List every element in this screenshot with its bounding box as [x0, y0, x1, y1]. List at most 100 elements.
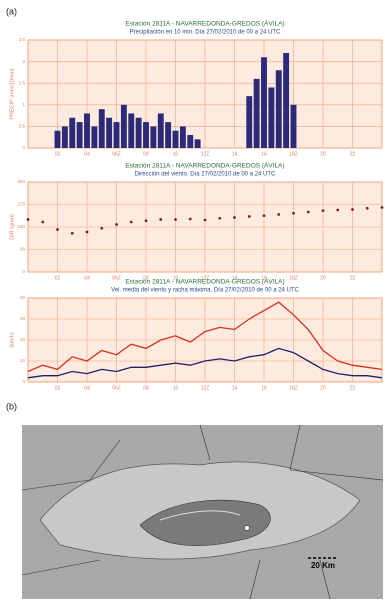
x-tick-label: 20 [320, 151, 326, 157]
x-tick-label: 12Z [201, 385, 210, 391]
x-tick-label: 22 [350, 275, 356, 281]
y-axis-label: PRECIP (mm/10min) [9, 68, 15, 119]
point [263, 214, 266, 217]
panel-label: (a) [6, 6, 17, 16]
bar [254, 79, 260, 148]
point [292, 212, 295, 215]
y-tick-label: 2.5 [19, 37, 26, 42]
bar [195, 139, 201, 148]
y-tick-label: 0 [22, 269, 25, 274]
bar [291, 105, 297, 148]
x-tick-label: 22 [350, 385, 356, 391]
bar [165, 122, 171, 148]
point [130, 221, 133, 224]
chart-subtitle: Precipitación en 10 min. Día 27/02/2010 … [130, 30, 281, 36]
y-tick-label: 270 [17, 202, 25, 207]
x-tick-label: 22 [350, 151, 356, 157]
point [277, 213, 280, 216]
bar [150, 126, 156, 148]
bar [180, 126, 186, 148]
scale-label: 20 Km [311, 561, 335, 570]
x-tick-label: 18Z [289, 275, 298, 281]
point [366, 207, 369, 210]
x-tick-label: 10 [173, 151, 179, 157]
bar [261, 57, 267, 148]
point [322, 209, 325, 212]
x-tick-label: 12Z [201, 151, 210, 157]
y-tick-label: 90 [20, 247, 26, 252]
bar [187, 135, 193, 148]
panel-label: (b) [6, 401, 17, 411]
x-tick-label: 08 [143, 151, 149, 157]
point [71, 232, 74, 235]
map: 20 Km [22, 425, 383, 599]
y-tick-label: 1 [22, 102, 25, 107]
page: (a) (b) 20 Km Estación 2811A - NAVARREDO… [0, 0, 385, 601]
y-tick-label: 360 [17, 179, 25, 184]
x-tick-label: 20 [320, 275, 326, 281]
y-tick-label: 0.5 [19, 124, 26, 129]
x-tick-label: 06Z [112, 385, 121, 391]
bar [128, 113, 134, 148]
point [100, 227, 103, 230]
y-tick-label: 180 [17, 224, 25, 229]
chart-subtitle: Dirección del viento. Día 27/02/2010 de … [135, 172, 276, 178]
point [351, 208, 354, 211]
point [381, 206, 384, 209]
point [159, 218, 162, 221]
y-tick-label: 10 [20, 358, 26, 363]
x-tick-label: 02 [55, 151, 61, 157]
y-tick-label: 0 [22, 379, 25, 384]
bar [114, 122, 120, 148]
x-tick-label: 14 [232, 151, 238, 157]
station-marker [245, 526, 250, 531]
point [115, 223, 118, 226]
x-tick-label: 04 [84, 275, 90, 281]
x-tick-label: 16 [261, 385, 267, 391]
x-tick-label: 02 [55, 385, 61, 391]
bar [55, 131, 61, 148]
point [56, 228, 59, 231]
point [189, 218, 192, 221]
bar [283, 53, 289, 148]
x-tick-label: 10 [173, 385, 179, 391]
y-tick-label: 1.5 [19, 80, 26, 85]
bar [173, 131, 179, 148]
bar [62, 126, 68, 148]
point [218, 217, 221, 220]
figure: (a) (b) 20 Km Estación 2811A - NAVARREDO… [0, 0, 385, 601]
bar [276, 70, 282, 148]
y-axis-label: DIR (grad) [9, 214, 15, 240]
chart-subtitle: Vel. media del viento y racha máxima. Dí… [111, 288, 299, 294]
x-tick-label: 02 [55, 275, 61, 281]
bar [268, 88, 274, 148]
x-tick-label: 04 [84, 385, 90, 391]
x-tick-label: 04 [84, 151, 90, 157]
bar [158, 113, 164, 148]
bar [99, 109, 105, 148]
x-tick-label: 18Z [289, 151, 298, 157]
x-tick-label: 18Z [289, 385, 298, 391]
x-tick-label: 16 [261, 151, 267, 157]
point [336, 209, 339, 212]
chart-title: Estación 2811A - NAVARREDONDA-GREDOS (ÁV… [125, 277, 284, 286]
y-tick-label: 40 [20, 295, 26, 300]
point [86, 231, 89, 234]
x-tick-label: 20 [320, 385, 326, 391]
x-tick-label: 06Z [112, 151, 121, 157]
x-tick-label: 06Z [112, 275, 121, 281]
bar [84, 113, 90, 148]
point [248, 215, 251, 218]
point [145, 219, 148, 222]
y-axis-label: (km/h) [9, 332, 15, 348]
point [41, 221, 44, 224]
bar [246, 96, 252, 148]
x-tick-label: 08 [143, 385, 149, 391]
bar [69, 118, 75, 148]
point [307, 211, 310, 214]
bar [121, 105, 127, 148]
bar [143, 122, 149, 148]
y-tick-label: 0 [22, 145, 25, 150]
chart-title: Estación 2811A - NAVARREDONDA-GREDOS (ÁV… [125, 19, 284, 28]
bar [106, 118, 112, 148]
